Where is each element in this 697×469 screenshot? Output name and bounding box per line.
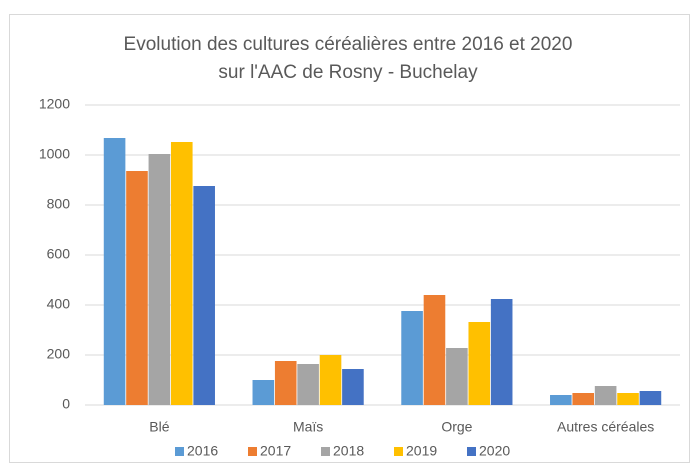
legend-label: 2019 xyxy=(406,443,437,459)
bar xyxy=(193,186,215,405)
bar xyxy=(468,322,491,405)
y-tick-label: 800 xyxy=(47,196,71,212)
y-tick-label: 1000 xyxy=(39,146,70,162)
y-tick-label: 200 xyxy=(47,346,71,362)
bar xyxy=(423,295,446,405)
bar xyxy=(446,348,468,405)
bar xyxy=(148,154,171,405)
bar xyxy=(103,138,126,405)
legend-swatch xyxy=(467,447,476,456)
legend-swatch xyxy=(248,447,257,456)
bar xyxy=(297,364,319,405)
bar xyxy=(401,311,423,405)
bar xyxy=(252,380,275,405)
legend-label: 2016 xyxy=(187,443,218,459)
legend-swatch xyxy=(321,447,330,456)
bar xyxy=(550,395,572,405)
y-tick-label: 1200 xyxy=(39,96,70,112)
legend-label: 2018 xyxy=(333,443,364,459)
chart-title: sur l'AAC de Rosny - Buchelay xyxy=(218,62,478,83)
y-tick-label: 400 xyxy=(47,296,71,312)
bar xyxy=(639,391,662,405)
legend-swatch xyxy=(175,447,184,456)
x-tick-label: Maïs xyxy=(293,419,323,435)
bar xyxy=(126,171,148,405)
bar xyxy=(319,355,342,405)
bar xyxy=(274,361,297,405)
y-tick-label: 0 xyxy=(62,396,70,412)
bar xyxy=(572,393,595,405)
bar xyxy=(594,386,617,405)
bar xyxy=(170,142,193,405)
bar xyxy=(617,393,639,405)
legend-swatch xyxy=(394,447,403,456)
bar xyxy=(342,369,364,405)
x-tick-label: Orge xyxy=(441,419,472,435)
bar xyxy=(490,299,513,405)
legend-label: 2017 xyxy=(260,443,291,459)
chart-title: Evolution des cultures céréalières entre… xyxy=(124,34,573,55)
y-tick-label: 600 xyxy=(47,246,71,262)
x-tick-label: Blé xyxy=(149,419,169,435)
x-tick-label: Autres céréales xyxy=(557,419,654,435)
legend-label: 2020 xyxy=(479,443,510,459)
